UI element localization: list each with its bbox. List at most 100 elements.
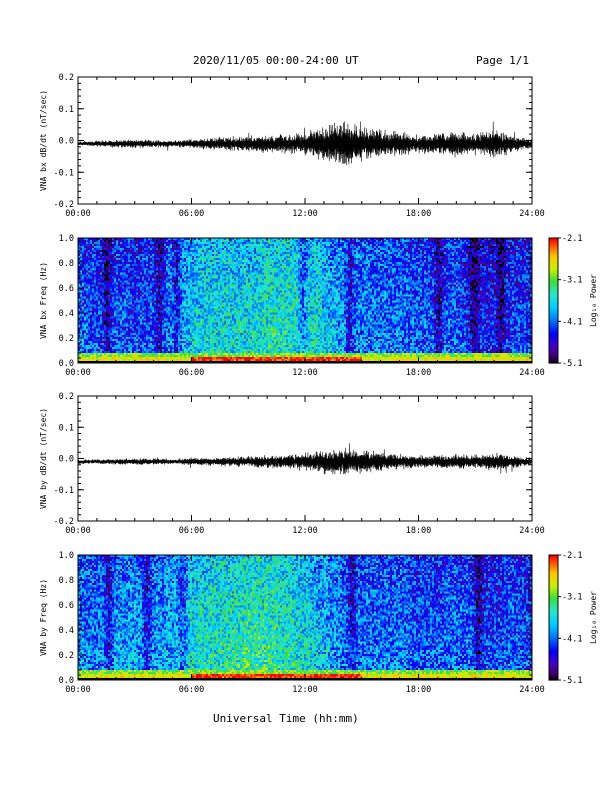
y-tick-label: 0.2 (59, 651, 74, 661)
colorbar-segment (549, 636, 558, 639)
colorbar-segment (549, 663, 558, 667)
colorbar-segment (549, 625, 558, 629)
colorbar-segment (549, 607, 558, 610)
x-tick-label: 18:00 (406, 685, 432, 695)
x-tick-label: 00:00 (65, 685, 91, 695)
colorbar-segment (549, 319, 558, 322)
y-tick-label: 0.8 (59, 259, 74, 269)
colorbar-segment (549, 575, 558, 579)
colorbar-segment (549, 348, 558, 352)
colorbar-segment (549, 561, 558, 564)
colorbar-segment (549, 275, 558, 279)
colorbar-segment (549, 279, 558, 283)
colorbar-segment (549, 308, 558, 312)
x-tick-label: 12:00 (292, 209, 318, 219)
colorbar-segment (549, 588, 558, 592)
y-tick-label: 0.0 (59, 359, 74, 369)
colorbar-segment (549, 277, 558, 281)
colorbar-segment (549, 313, 558, 316)
colorbar-frame (548, 554, 559, 681)
colorbar-segment (549, 555, 558, 558)
y-tick-label: 0.0 (59, 137, 74, 147)
colorbar-segment (549, 242, 558, 245)
colorbar-segment (549, 248, 558, 252)
colorbar-segment (549, 673, 558, 677)
colorbar-segment (549, 627, 558, 631)
colorbar-tick-label: -3.1 (562, 593, 582, 603)
colorbar-segment (549, 323, 558, 327)
x-tick-label: 06:00 (179, 368, 205, 378)
colorbar-segment (549, 304, 558, 308)
colorbar-segment (549, 667, 558, 671)
colorbar-segment (549, 256, 558, 260)
colorbar-segment (549, 669, 558, 673)
y-tick-label: 0.4 (59, 309, 74, 319)
colorbar-segment (549, 646, 558, 650)
colorbar-segment (549, 630, 558, 633)
y-tick-label: -0.2 (54, 517, 74, 527)
colorbar-segment (549, 623, 558, 627)
colorbar-segment (549, 577, 558, 581)
colorbar-segment (549, 327, 558, 331)
colorbar-segment (549, 238, 558, 241)
colorbar-segment (549, 557, 558, 560)
colorbar-segment (549, 315, 558, 318)
colorbar-segment (549, 602, 558, 606)
colorbar-segment (549, 298, 558, 302)
colorbar-segment (549, 358, 558, 362)
colorbar-segment (549, 605, 558, 608)
colorbar-segment (549, 321, 558, 325)
colorbar-segment (549, 296, 558, 300)
colorbar-segment (549, 269, 558, 272)
x-tick-label: 24:00 (519, 368, 545, 378)
colorbar-segment (549, 648, 558, 652)
waveform-line (77, 443, 533, 475)
y-tick-label: 0.8 (59, 576, 74, 586)
x-tick-label: 18:00 (406, 209, 432, 219)
colorbar-segment (549, 342, 558, 345)
colorbar-segment (549, 573, 558, 577)
colorbar-segment (549, 615, 558, 619)
by-spectrogram-panel: 00:00 06:00 12:00 18:00 24:00 0.0 0.2 0.4 0.6 0.8… (39, 551, 545, 695)
colorbar-label: Log₁₀ Power (589, 591, 598, 644)
colorbar-segment (549, 600, 558, 604)
y-tick-label: 0.1 (59, 423, 74, 433)
x-tick-label: 06:00 (179, 526, 205, 536)
y-axis-label: VNA bx Freq (Hz) (39, 262, 48, 339)
colorbar-segment (549, 586, 558, 589)
colorbar-tick-label: -3.1 (562, 276, 582, 286)
colorbar-segment (549, 563, 558, 567)
colorbar-segment (549, 267, 558, 270)
colorbar-frame (548, 237, 559, 364)
colorbar-segment (549, 258, 558, 262)
colorbar-segment (549, 580, 558, 583)
x-tick-label: 12:00 (292, 685, 318, 695)
colorbar-segment (549, 613, 558, 617)
colorbar-segment (549, 565, 558, 569)
colorbar-segment (549, 640, 558, 644)
colorbar-segment (549, 288, 558, 291)
colorbar-segment (549, 260, 558, 264)
colorbar-segment (549, 285, 558, 289)
y-tick-label: 0.0 (59, 455, 74, 465)
x-tick-label: 00:00 (65, 209, 91, 219)
colorbar-tick-label: -4.1 (562, 317, 582, 327)
x-tick-label: 24:00 (519, 685, 545, 695)
colorbar-segment (549, 644, 558, 648)
waveform-line (77, 121, 533, 166)
colorbar-segment (549, 246, 558, 250)
y-axis-label: VNA by Freq (Hz) (39, 579, 48, 656)
x-tick-label: 24:00 (519, 526, 545, 536)
colorbar-segment (549, 329, 558, 333)
spectrogram-image (78, 238, 532, 363)
page-indicator: Page 1/1 (476, 54, 529, 67)
y-tick-label: 1.0 (59, 234, 74, 244)
spectrogram-image (78, 555, 532, 680)
colorbar-segment (549, 331, 558, 335)
x-tick-label: 18:00 (406, 368, 432, 378)
colorbar-segment (549, 611, 558, 614)
colorbar-segment (549, 325, 558, 329)
colorbar-segment (549, 283, 558, 287)
bx-spectrogram-panel: 00:00 06:00 12:00 18:00 24:00 0.0 0.2 0.4 0.6 0.8… (39, 234, 545, 378)
